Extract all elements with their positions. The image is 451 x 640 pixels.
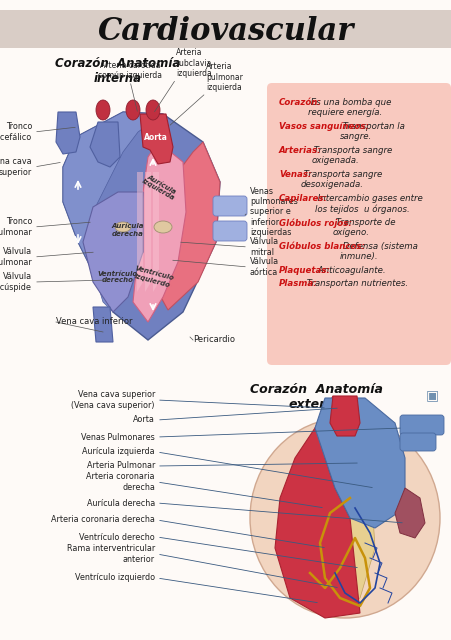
Polygon shape <box>93 307 113 342</box>
Text: Intercambio gases entre
los tejidos  u órganos.: Intercambio gases entre los tejidos u ór… <box>314 194 422 214</box>
Text: Arteria Pulmonar: Arteria Pulmonar <box>87 461 155 470</box>
Polygon shape <box>63 112 220 340</box>
Polygon shape <box>90 122 120 167</box>
Text: Aurícula izquierda: Aurícula izquierda <box>82 447 155 456</box>
Text: Plasma:: Plasma: <box>278 280 317 289</box>
FancyBboxPatch shape <box>399 433 435 451</box>
Ellipse shape <box>154 221 172 233</box>
Text: Glóbulos blancos:: Glóbulos blancos: <box>278 242 364 251</box>
Text: Capilares:: Capilares: <box>278 194 327 203</box>
Text: Pericardio: Pericardio <box>193 335 235 344</box>
Text: Arteria
pulmonar
izquierda: Arteria pulmonar izquierda <box>206 62 242 92</box>
Text: Aorta: Aorta <box>133 415 155 424</box>
Polygon shape <box>316 468 374 608</box>
Text: Corazón  Anatomía
externa: Corazón Anatomía externa <box>249 383 382 411</box>
Text: Vena cava superior
(Vena cava superior): Vena cava superior (Vena cava superior) <box>71 390 155 410</box>
Text: Arteria coronaria derecha: Arteria coronaria derecha <box>51 515 155 525</box>
Text: Vena cava
superior: Vena cava superior <box>0 157 32 177</box>
Text: Transportan la
sangre.: Transportan la sangre. <box>340 122 404 141</box>
Ellipse shape <box>115 222 131 232</box>
Polygon shape <box>314 398 404 528</box>
Text: Tronco
pulmonar: Tronco pulmonar <box>0 218 32 237</box>
Text: Aurícula derecha: Aurícula derecha <box>87 499 155 508</box>
Text: Válvula
mitral: Válvula mitral <box>249 237 279 257</box>
Text: Válvula
aórtica: Válvula aórtica <box>249 257 279 276</box>
Text: Defensa (sistema
inmune).: Defensa (sistema inmune). <box>340 242 417 261</box>
Text: Cardiovascular: Cardiovascular <box>97 15 354 47</box>
FancyBboxPatch shape <box>399 415 443 435</box>
Polygon shape <box>83 192 143 312</box>
Polygon shape <box>137 172 143 292</box>
Text: Vena cava inferior: Vena cava inferior <box>56 317 132 326</box>
Text: Ventrículo derecho: Ventrículo derecho <box>79 532 155 541</box>
Text: Transporte de
oxígeno.: Transporte de oxígeno. <box>332 218 395 237</box>
Polygon shape <box>145 172 151 292</box>
Text: Arterias:: Arterias: <box>278 146 321 155</box>
Bar <box>0 10 451 48</box>
Text: Arteria
subclavia
izquierda: Arteria subclavia izquierda <box>175 48 212 78</box>
FancyBboxPatch shape <box>212 221 246 241</box>
Text: Válvula
tricúspide: Válvula tricúspide <box>0 272 32 292</box>
Text: Vasos sanguíneos:: Vasos sanguíneos: <box>278 122 368 131</box>
Text: Transporta sangre
desoxigenada.: Transporta sangre desoxigenada. <box>300 170 381 189</box>
Text: Venas
pulmonares
superior e
inferior
izquierdas: Venas pulmonares superior e inferior izq… <box>249 187 297 237</box>
Polygon shape <box>158 142 220 310</box>
Text: Glóbulos rojos:: Glóbulos rojos: <box>278 218 351 227</box>
Text: Anticoagulante.: Anticoagulante. <box>314 266 385 275</box>
Text: Rama interventricular
anterior: Rama interventricular anterior <box>67 544 155 564</box>
Text: Ventrículo
izquierdo: Ventrículo izquierdo <box>132 266 174 289</box>
Text: Transporta sangre
oxigenada.: Transporta sangre oxigenada. <box>311 146 392 165</box>
Text: Arteria coronaria
derecha: Arteria coronaria derecha <box>86 472 155 492</box>
Text: Aurícula
izquierda: Aurícula izquierda <box>140 172 179 202</box>
Polygon shape <box>152 172 159 292</box>
Text: Venas Pulmonares: Venas Pulmonares <box>81 433 155 442</box>
Polygon shape <box>329 396 359 436</box>
Text: Plaquetas:: Plaquetas: <box>278 266 330 275</box>
Text: Ventrículo izquierdo: Ventrículo izquierdo <box>75 573 155 582</box>
Text: ▣: ▣ <box>424 388 437 402</box>
Text: Válvula
pulmonar: Válvula pulmonar <box>0 247 32 267</box>
Text: Arteria carótida
común izquierda: Arteria carótida común izquierda <box>98 61 161 80</box>
Text: Corazón  Anatomía
interna: Corazón Anatomía interna <box>55 57 180 85</box>
Text: Es una bomba que
requiere energía.: Es una bomba que requiere energía. <box>307 98 390 117</box>
Ellipse shape <box>249 418 439 618</box>
Text: Aorta: Aorta <box>144 134 168 143</box>
Ellipse shape <box>126 100 140 120</box>
Text: Aurícula
derecha: Aurícula derecha <box>111 223 144 237</box>
Ellipse shape <box>96 100 110 120</box>
Polygon shape <box>56 112 80 154</box>
Polygon shape <box>140 114 173 164</box>
Text: Venas:: Venas: <box>278 170 311 179</box>
Text: Ventrículo
derecho: Ventrículo derecho <box>98 271 138 284</box>
FancyBboxPatch shape <box>212 196 246 216</box>
Polygon shape <box>394 488 424 538</box>
Text: Transportan nutrientes.: Transportan nutrientes. <box>304 280 407 289</box>
Polygon shape <box>274 396 359 618</box>
Text: Tronco
braquiocefálico: Tronco braquiocefálico <box>0 122 32 141</box>
Ellipse shape <box>146 100 160 120</box>
Polygon shape <box>63 112 163 312</box>
Polygon shape <box>133 142 186 322</box>
Text: Corazón:: Corazón: <box>278 98 321 107</box>
FancyBboxPatch shape <box>267 83 450 365</box>
